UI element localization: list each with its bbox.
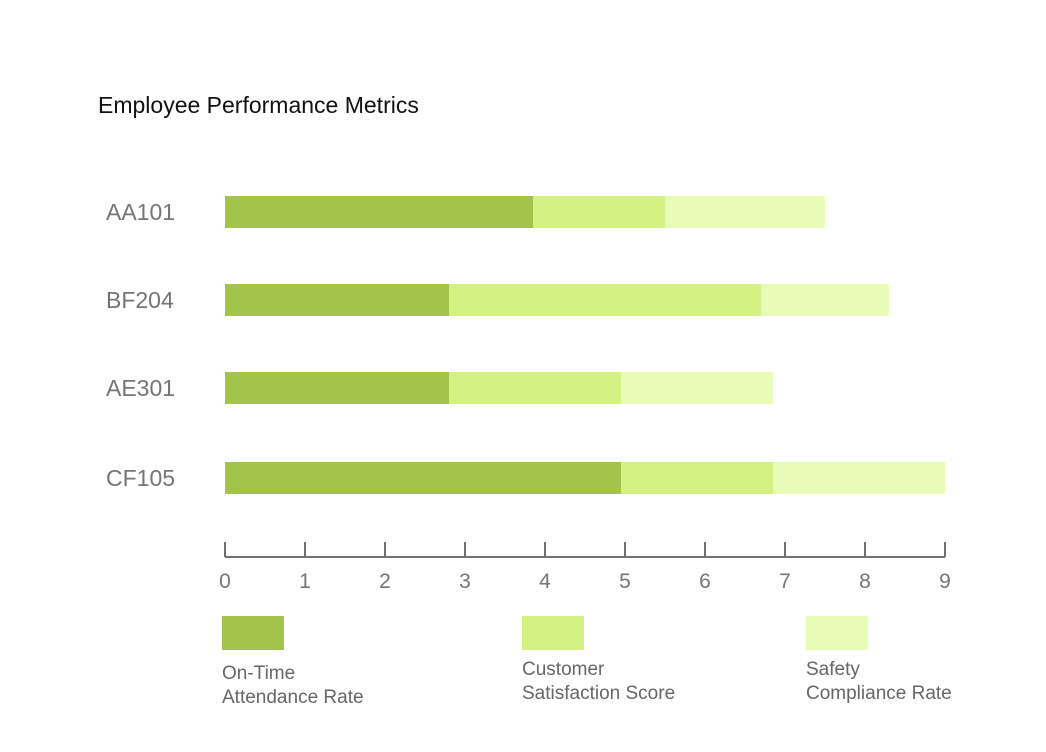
category-label: BF204 — [106, 287, 174, 313]
x-tick-label: 8 — [859, 570, 871, 593]
bar-segment — [761, 284, 889, 316]
x-tick-label: 4 — [539, 570, 551, 593]
bar-segment — [225, 462, 621, 494]
x-tick-label: 6 — [699, 570, 711, 593]
legend-swatch — [222, 616, 284, 650]
bar-segment — [225, 372, 449, 404]
x-tick-label: 5 — [619, 570, 631, 593]
legend-swatch — [522, 616, 584, 650]
category-label: AE301 — [106, 375, 175, 401]
bar-segment — [621, 462, 773, 494]
chart-title: Employee Performance Metrics — [98, 92, 419, 118]
bar-segment — [449, 284, 761, 316]
x-tick-label: 0 — [219, 570, 231, 593]
category-label: AA101 — [106, 199, 175, 225]
x-tick-label: 3 — [459, 570, 471, 593]
bar-segment — [225, 284, 449, 316]
legend-label: Customer Satisfaction Score — [522, 659, 675, 704]
legend-label: Safety Compliance Rate — [806, 659, 952, 704]
bar-segment — [621, 372, 773, 404]
x-tick-label: 9 — [939, 570, 951, 593]
bar-segment — [449, 372, 621, 404]
bar-segment — [225, 196, 533, 228]
x-tick-label: 1 — [299, 570, 311, 593]
bar-segment — [665, 196, 825, 228]
legend-swatch — [806, 616, 868, 650]
bar-segment — [533, 196, 665, 228]
x-tick-label: 2 — [379, 570, 391, 593]
x-tick-label: 7 — [779, 570, 791, 593]
bar-segment — [773, 462, 945, 494]
category-label: CF105 — [106, 465, 175, 491]
legend-label: On-Time Attendance Rate — [222, 663, 364, 708]
